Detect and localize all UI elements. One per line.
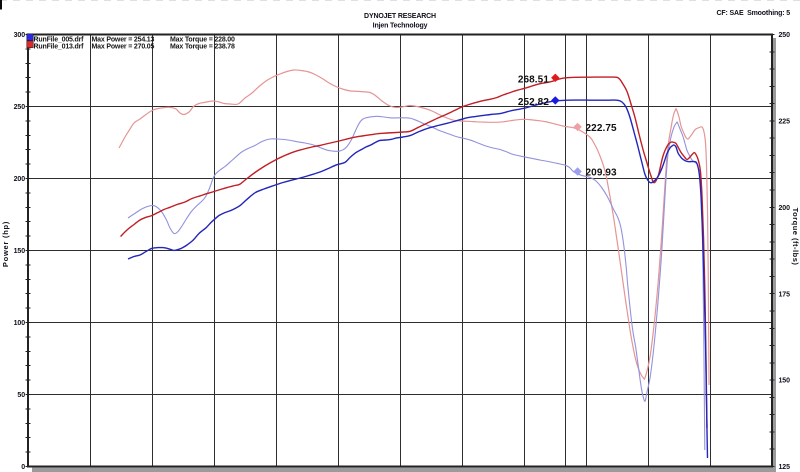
svg-text:Max Power = 254.13: Max Power = 254.13	[92, 36, 155, 43]
svg-text:200: 200	[14, 176, 26, 183]
svg-text:222.75: 222.75	[586, 123, 618, 134]
svg-text:225: 225	[779, 119, 791, 126]
svg-text:Power (hp): Power (hp)	[1, 221, 10, 267]
svg-text:175: 175	[779, 291, 791, 298]
svg-text:RunFile_005.drf: RunFile_005.drf	[34, 36, 85, 43]
svg-text:125: 125	[779, 464, 791, 471]
svg-text:RunFile_013.drf: RunFile_013.drf	[34, 44, 85, 51]
svg-text:250: 250	[779, 32, 791, 39]
svg-text:268.51: 268.51	[518, 75, 550, 86]
svg-text:209.93: 209.93	[586, 168, 618, 179]
svg-text:CF: SAE Smoothing: 5: CF: SAE Smoothing: 5	[717, 10, 791, 17]
svg-text:252.82: 252.82	[518, 97, 550, 108]
svg-text:Max Power = 270.05: Max Power = 270.05	[92, 44, 155, 51]
svg-text:150: 150	[779, 378, 791, 385]
svg-text:Max Torque = 238.78: Max Torque = 238.78	[170, 44, 235, 51]
svg-text:200: 200	[779, 205, 791, 212]
svg-text:DYNOJET RESEARCH: DYNOJET RESEARCH	[364, 13, 436, 20]
svg-text:Injen Technology: Injen Technology	[373, 22, 428, 29]
svg-text:50: 50	[17, 392, 25, 399]
svg-text:300: 300	[14, 32, 26, 39]
svg-text:150: 150	[14, 248, 26, 255]
svg-text:250: 250	[14, 104, 26, 111]
svg-text:Max Torque = 228.00: Max Torque = 228.00	[170, 36, 235, 43]
svg-text:Torque (ft-lbs): Torque (ft-lbs)	[791, 208, 800, 266]
svg-text:100: 100	[14, 320, 26, 327]
svg-text:0: 0	[21, 464, 25, 471]
